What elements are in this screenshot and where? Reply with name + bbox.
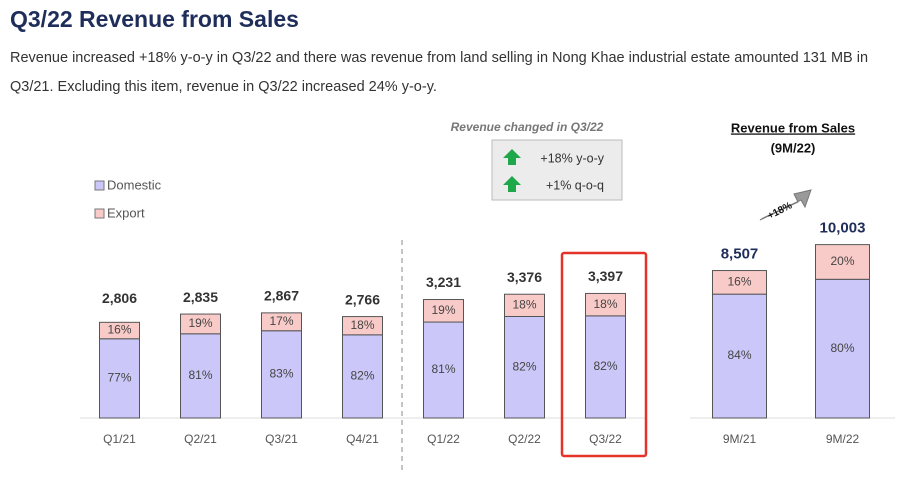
x-tick-label: Q1/21 [103, 432, 136, 446]
segment-label: 80% [830, 341, 854, 355]
x-tick-label: 9M/21 [723, 432, 757, 446]
bar-segment [99, 338, 140, 419]
bar-segment [585, 315, 626, 419]
segment-label: 16% [107, 323, 131, 337]
x-tick-label: Q3/22 [589, 432, 622, 446]
bar-segment [712, 270, 767, 295]
bar-segment [585, 292, 626, 317]
segment-label: 18% [593, 297, 617, 311]
total-label: 3,376 [507, 269, 542, 285]
segment-label: 20% [830, 254, 854, 268]
growth-label: +18% [766, 200, 794, 222]
x-tick-label: Q1/22 [427, 432, 460, 446]
bar-segment [815, 244, 870, 280]
total-label: 2,835 [183, 289, 218, 305]
bar-segment [261, 312, 302, 332]
total-label: 2,867 [264, 288, 299, 304]
total-label: 3,231 [426, 274, 461, 290]
segment-label: 19% [188, 316, 212, 330]
segment-label: 18% [350, 318, 374, 332]
segment-label: 82% [350, 369, 374, 383]
annotation-item: +18% y-o-y [540, 151, 604, 165]
bar-segment [342, 316, 383, 336]
annotation-item: +1% q-o-q [546, 178, 604, 192]
page-title: Q3/22 Revenue from Sales [10, 6, 299, 32]
segment-label: 82% [593, 359, 617, 373]
total-label: 8,507 [721, 246, 759, 263]
bar-segment [504, 293, 545, 317]
bar-segment [712, 293, 767, 419]
x-tick-label: Q3/21 [265, 432, 298, 446]
description: Revenue increased +18% y-o-y in Q3/22 an… [10, 50, 869, 95]
segment-label: 82% [512, 359, 536, 373]
segment-label: 83% [269, 367, 293, 381]
up-arrow [503, 149, 521, 165]
chart-subtitle: (9M/22) [771, 140, 816, 155]
segment-label: 77% [107, 371, 131, 385]
total-label: 10,003 [820, 220, 866, 237]
bar-segment [815, 278, 870, 419]
legend-label: Export [107, 205, 145, 220]
segment-label: 84% [727, 348, 751, 362]
bar-segment [180, 333, 221, 419]
segment-label: 81% [188, 368, 212, 382]
x-tick-label: 9M/22 [826, 432, 860, 446]
bar-segment [423, 299, 464, 323]
total-label: 3,397 [588, 268, 623, 284]
legend-swatch [94, 208, 105, 219]
total-label: 2,806 [102, 290, 137, 306]
up-arrow [503, 176, 521, 192]
bar-segment [423, 321, 464, 419]
bar-segment [180, 313, 221, 335]
segment-label: 18% [512, 298, 536, 312]
x-tick-label: Q2/22 [508, 432, 541, 446]
legend-swatch [94, 180, 105, 191]
chart-title: Revenue from Sales [731, 120, 855, 135]
bar-segment [504, 315, 545, 419]
highlight-box [560, 251, 648, 458]
segment-label: 19% [431, 303, 455, 317]
bar-segment [99, 321, 140, 340]
total-label: 2,766 [345, 291, 380, 307]
x-tick-label: Q2/21 [184, 432, 217, 446]
x-tick-label: Q4/21 [346, 432, 379, 446]
growth-arrow [759, 189, 812, 221]
segment-label: 16% [727, 275, 751, 289]
segment-label: 81% [431, 362, 455, 376]
bar-segment [342, 334, 383, 419]
legend-label: Domestic [107, 177, 162, 192]
annotation-title: Revenue changed in Q3/22 [451, 120, 604, 134]
segment-label: 17% [269, 314, 293, 328]
